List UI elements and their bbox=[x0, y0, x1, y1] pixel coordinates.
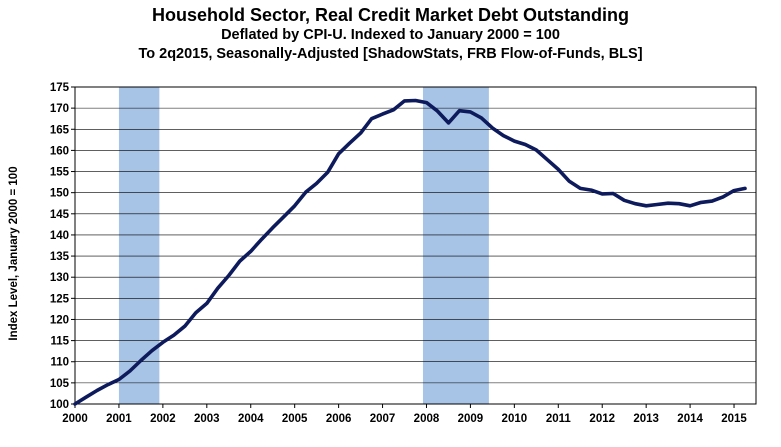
xtick-label-2012: 2012 bbox=[589, 413, 615, 425]
ytick-label-165: 165 bbox=[50, 124, 70, 136]
ytick-label-125: 125 bbox=[50, 293, 70, 305]
chart-subtitle-line1: Deflated by CPI-U. Indexed to January 20… bbox=[221, 27, 560, 43]
gridlines bbox=[75, 107, 756, 384]
xtick-label-2005: 2005 bbox=[282, 413, 308, 425]
xtick-label-2004: 2004 bbox=[238, 413, 264, 425]
ytick-label-130: 130 bbox=[50, 272, 69, 284]
xtick-label-2013: 2013 bbox=[633, 413, 659, 425]
ytick-label-140: 140 bbox=[50, 230, 69, 242]
xtick-label-2011: 2011 bbox=[546, 413, 572, 425]
xtick-label-2001: 2001 bbox=[106, 413, 132, 425]
ytick-label-135: 135 bbox=[50, 251, 70, 263]
ytick-label-115: 115 bbox=[50, 336, 69, 348]
ytick-label-155: 155 bbox=[50, 167, 70, 179]
y-axis-tick-labels: 100 105 110 115 120 125 130 135 140 145 150 155 160 1… bbox=[50, 82, 75, 411]
xtick-label-2009: 2009 bbox=[458, 413, 484, 425]
chart-title: Household Sector, Real Credit Market Deb… bbox=[151, 5, 630, 25]
ytick-label-160: 160 bbox=[50, 145, 69, 157]
ytick-label-175: 175 bbox=[50, 82, 70, 94]
xtick-label-2003: 2003 bbox=[194, 413, 220, 425]
ytick-label-150: 150 bbox=[50, 188, 69, 200]
ytick-label-105: 105 bbox=[50, 378, 70, 390]
recession-bands bbox=[118, 87, 489, 404]
series-layer bbox=[73, 98, 747, 406]
x-axis-tick-labels: 2000 2001 2002 2003 2004 2005 2006 2007 2008 2009… bbox=[62, 404, 747, 425]
xtick-label-2000: 2000 bbox=[62, 413, 88, 425]
xtick-label-2007: 2007 bbox=[370, 413, 396, 425]
ytick-label-120: 120 bbox=[50, 314, 69, 326]
ytick-label-145: 145 bbox=[50, 209, 70, 221]
xtick-label-2006: 2006 bbox=[326, 413, 352, 425]
chart-title-block: Household Sector, Real Credit Market Deb… bbox=[0, 4, 781, 64]
recession-band-2 bbox=[422, 87, 489, 404]
ytick-label-100: 100 bbox=[50, 399, 69, 411]
xtick-label-2015: 2015 bbox=[721, 413, 747, 425]
plot-area-frame bbox=[74, 86, 757, 405]
ytick-label-110: 110 bbox=[50, 357, 69, 369]
xtick-label-2002: 2002 bbox=[150, 413, 176, 425]
recession-band-1 bbox=[118, 87, 160, 404]
xtick-label-2014: 2014 bbox=[677, 413, 703, 425]
ytick-label-170: 170 bbox=[50, 103, 69, 115]
chart-subtitle-line2: To 2q2015, Seasonally-Adjusted [ShadowSt… bbox=[138, 46, 643, 62]
xtick-label-2008: 2008 bbox=[414, 413, 440, 425]
y-axis-title: Index Level, January 2000 = 100 bbox=[8, 166, 20, 340]
xtick-label-2010: 2010 bbox=[502, 413, 528, 425]
series-line-1 bbox=[73, 98, 747, 406]
